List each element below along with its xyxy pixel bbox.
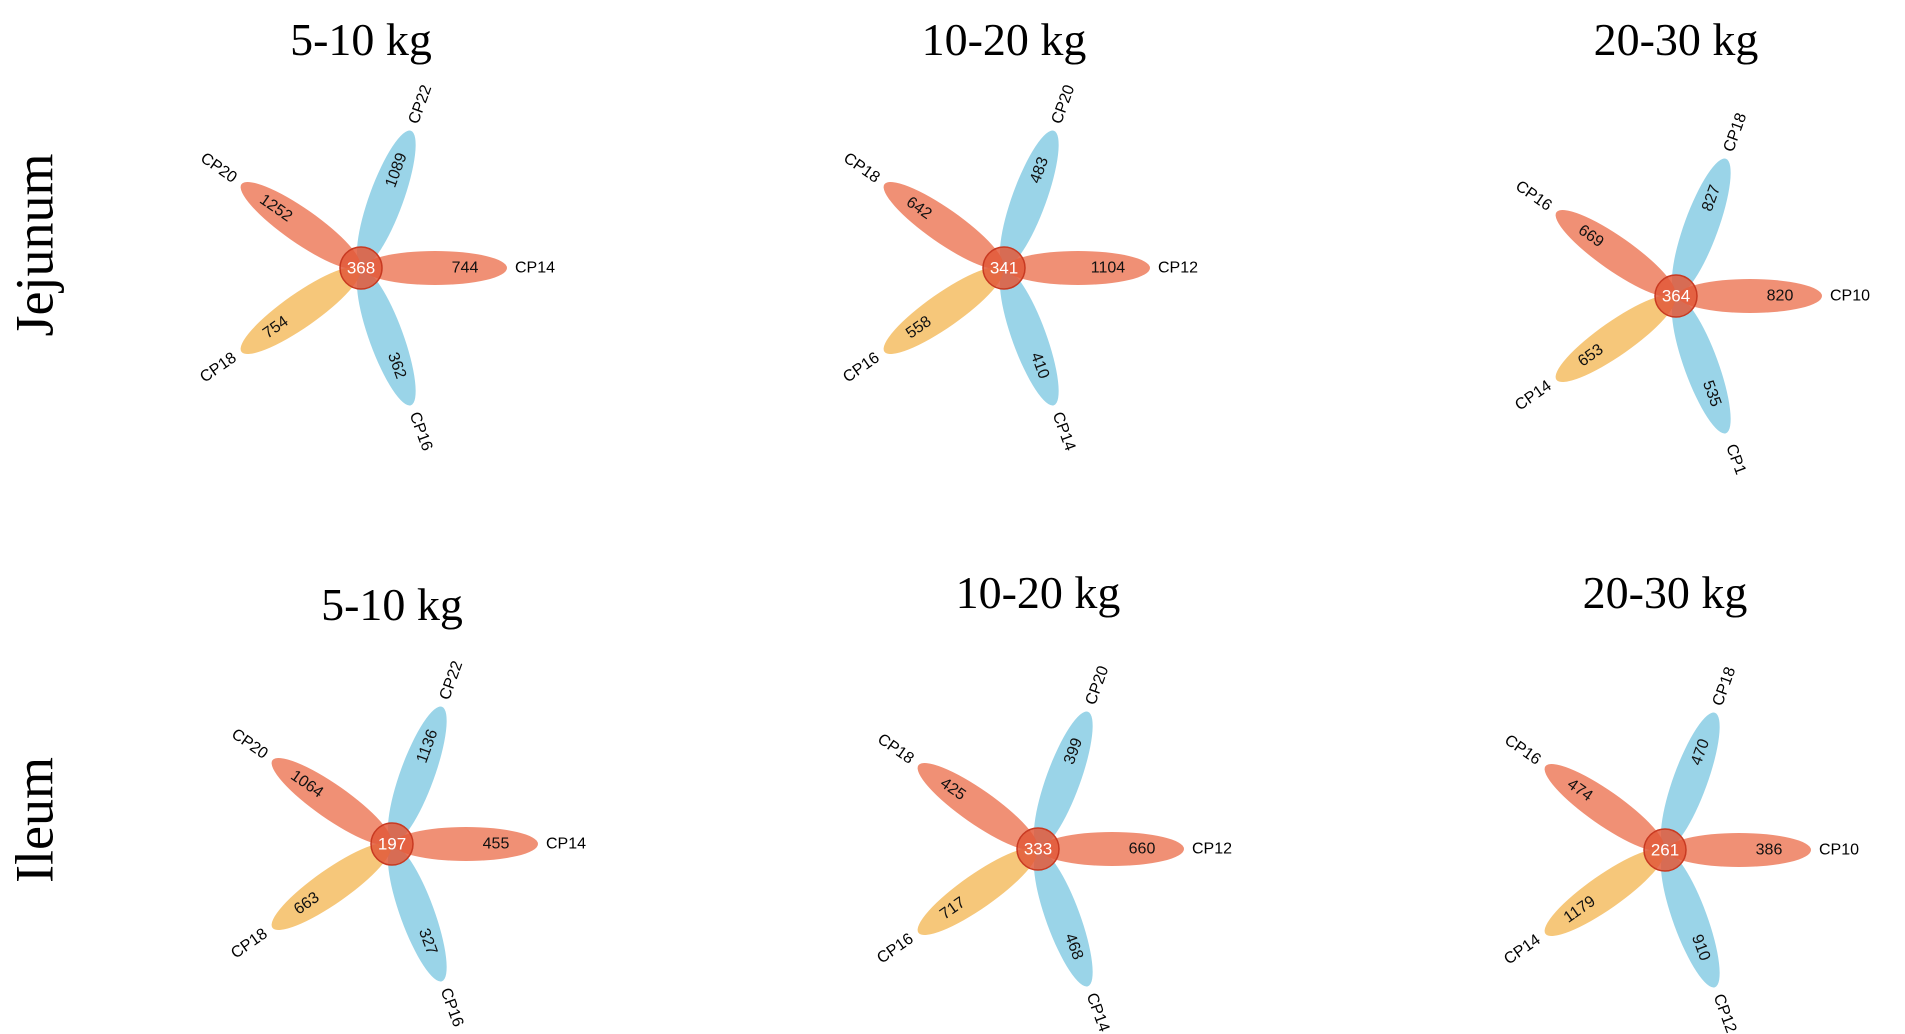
petal-blue bbox=[356, 130, 416, 267]
petal-name-label: CP16 bbox=[406, 410, 436, 454]
petal-name-label: CP18 bbox=[874, 731, 917, 768]
petal-value: 1104 bbox=[1091, 260, 1126, 277]
petal-name-label: CP20 bbox=[1083, 664, 1113, 708]
petal-name-label: CP16 bbox=[1512, 178, 1555, 215]
petal-name-label: CP14 bbox=[1083, 991, 1113, 1034]
petal-red bbox=[1678, 279, 1822, 313]
petal-yellow bbox=[917, 847, 1038, 936]
petal-yellow bbox=[271, 842, 392, 931]
petal-name-label: CP16 bbox=[840, 349, 883, 386]
petal-name-label: CP18 bbox=[197, 349, 240, 386]
petal-blue bbox=[1033, 711, 1093, 848]
petal-red bbox=[1544, 763, 1665, 852]
petal-name-label: CP14 bbox=[546, 836, 586, 853]
petal-yellow bbox=[240, 266, 361, 355]
petal-name-label: CP18 bbox=[1721, 111, 1751, 155]
petal-blue bbox=[356, 269, 416, 406]
petal-red bbox=[394, 827, 538, 861]
petal-name-label: CP16 bbox=[1501, 732, 1544, 769]
petal-red bbox=[1040, 832, 1184, 866]
petal-name-label: CP14 bbox=[1512, 377, 1555, 414]
petal-yellow bbox=[1544, 848, 1665, 937]
flower-title: 5-10 kg bbox=[290, 14, 432, 65]
petal-name-label: CP14 bbox=[1501, 931, 1544, 968]
petal-blue bbox=[1660, 712, 1720, 849]
petal-value: 820 bbox=[1767, 288, 1794, 305]
petal-red bbox=[917, 762, 1038, 851]
row-label-ileum: Ileum bbox=[4, 757, 64, 883]
petal-blue bbox=[387, 845, 447, 982]
petal-blue bbox=[1660, 851, 1720, 988]
core-value: 197 bbox=[378, 835, 406, 854]
core-circle bbox=[1643, 828, 1687, 872]
petal-value: 455 bbox=[483, 836, 510, 853]
petal-value: 660 bbox=[1129, 841, 1156, 858]
petal-name-label: CP18 bbox=[840, 150, 883, 187]
flower-title: 10-20 kg bbox=[956, 567, 1121, 618]
petal-name-label: CP18 bbox=[228, 925, 271, 962]
petal-name-label: CP12 bbox=[1710, 992, 1740, 1034]
flower-title: 20-30 kg bbox=[1594, 14, 1759, 65]
core-circle bbox=[982, 246, 1026, 290]
petal-name-label: CP22 bbox=[437, 659, 467, 703]
petal-red bbox=[883, 181, 1004, 270]
petal-name-label: CP14 bbox=[515, 260, 555, 277]
core-value: 368 bbox=[347, 259, 375, 278]
petal-name-label: CP22 bbox=[406, 83, 436, 127]
petal-red bbox=[1006, 251, 1150, 285]
core-value: 333 bbox=[1024, 840, 1052, 859]
petal-name-label: CP14 bbox=[1049, 410, 1079, 454]
core-value: 341 bbox=[990, 259, 1018, 278]
petal-name-label: CP10 bbox=[1819, 842, 1859, 859]
core-circle bbox=[370, 822, 414, 866]
petal-name-label: CP12 bbox=[1158, 260, 1198, 277]
petal-yellow bbox=[1555, 294, 1676, 383]
petal-blue bbox=[387, 706, 447, 843]
row-label-jejunum: Jejunum bbox=[4, 154, 64, 337]
core-circle bbox=[339, 246, 383, 290]
petal-blue bbox=[999, 269, 1059, 406]
petal-name-label: CP10 bbox=[1830, 288, 1870, 305]
petal-name-label: CP18 bbox=[1710, 665, 1740, 709]
petal-name-label: CP20 bbox=[197, 150, 240, 187]
petal-red bbox=[363, 251, 507, 285]
petal-red bbox=[1555, 209, 1676, 298]
flower-title: 20-30 kg bbox=[1583, 567, 1748, 618]
petal-name-label: CP12 bbox=[1192, 841, 1232, 858]
petal-blue bbox=[999, 130, 1059, 267]
petal-name-label: CP20 bbox=[228, 726, 271, 763]
petal-blue bbox=[1671, 297, 1731, 434]
core-value: 261 bbox=[1651, 841, 1679, 860]
flower-title: 10-20 kg bbox=[922, 14, 1087, 65]
petal-value: 386 bbox=[1756, 842, 1783, 859]
core-circle bbox=[1016, 827, 1060, 871]
core-value: 364 bbox=[1662, 287, 1690, 306]
petal-blue bbox=[1671, 158, 1731, 295]
petal-name-label: CP16 bbox=[437, 986, 467, 1030]
flower-title: 5-10 kg bbox=[321, 579, 463, 630]
petal-name-label: CP16 bbox=[874, 930, 917, 967]
petal-red bbox=[271, 757, 392, 846]
petal-red bbox=[240, 181, 361, 270]
core-circle bbox=[1654, 274, 1698, 318]
petal-blue bbox=[1033, 850, 1093, 987]
petal-name-label: CP1 bbox=[1722, 442, 1749, 477]
petal-yellow bbox=[883, 266, 1004, 355]
petal-red bbox=[1667, 833, 1811, 867]
petal-value: 744 bbox=[452, 260, 479, 277]
petal-name-label: CP20 bbox=[1049, 83, 1079, 127]
